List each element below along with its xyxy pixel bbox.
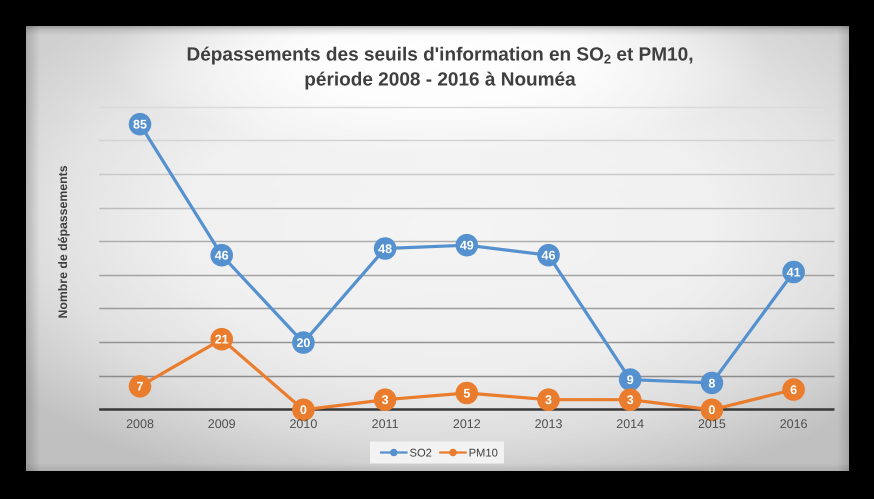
svg-text:0: 0	[708, 403, 715, 417]
svg-text:85: 85	[133, 118, 147, 132]
svg-text:20: 20	[296, 336, 310, 350]
svg-text:41: 41	[787, 265, 801, 279]
svg-text:2012: 2012	[453, 417, 481, 431]
svg-text:période 2008 - 2016 à Nouméa: période 2008 - 2016 à Nouméa	[304, 70, 576, 91]
svg-text:Nombre de dépassements: Nombre de dépassements	[56, 165, 70, 318]
svg-text:2008: 2008	[126, 417, 154, 431]
svg-text:3: 3	[382, 393, 389, 407]
svg-text:2010: 2010	[289, 417, 317, 431]
svg-text:8: 8	[708, 376, 715, 390]
svg-text:Dépassements des seuils d'info: Dépassements des seuils d'information en…	[187, 45, 694, 67]
svg-text:3: 3	[627, 393, 634, 407]
svg-text:SO2: SO2	[410, 448, 432, 460]
svg-text:49: 49	[460, 239, 474, 253]
svg-text:5: 5	[463, 386, 470, 400]
svg-text:46: 46	[542, 249, 556, 263]
svg-text:2013: 2013	[535, 417, 563, 431]
svg-text:2009: 2009	[208, 417, 236, 431]
svg-text:2016: 2016	[780, 417, 808, 431]
svg-text:2014: 2014	[616, 417, 644, 431]
svg-text:PM10: PM10	[469, 448, 498, 460]
svg-text:3: 3	[545, 393, 552, 407]
svg-text:2015: 2015	[698, 417, 726, 431]
svg-text:7: 7	[137, 380, 144, 394]
svg-text:2011: 2011	[372, 417, 399, 431]
svg-text:21: 21	[215, 333, 229, 347]
svg-text:48: 48	[378, 242, 392, 256]
svg-text:9: 9	[627, 373, 634, 387]
svg-text:46: 46	[215, 249, 229, 263]
svg-text:6: 6	[790, 383, 797, 397]
svg-text:0: 0	[300, 403, 307, 417]
